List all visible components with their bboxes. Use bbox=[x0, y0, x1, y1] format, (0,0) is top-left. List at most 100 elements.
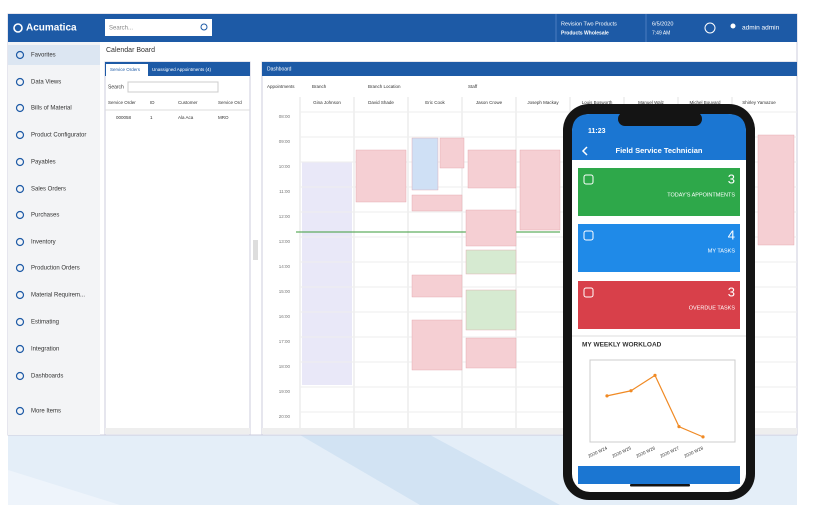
search-box[interactable] bbox=[105, 19, 212, 36]
sidebar-icon bbox=[15, 184, 25, 194]
card-value: 4 bbox=[728, 227, 735, 242]
time-label: 09:00 bbox=[279, 139, 291, 144]
card[interactable] bbox=[578, 168, 740, 216]
appointment[interactable] bbox=[467, 149, 517, 189]
card-label: MY TASKS bbox=[708, 248, 736, 254]
sidebar-icon bbox=[15, 130, 25, 140]
unavailable bbox=[302, 162, 352, 385]
sidebar-item[interactable]: Product Configurator bbox=[31, 133, 86, 139]
appointment[interactable] bbox=[465, 289, 517, 331]
staff-name: Manuel Walz bbox=[638, 100, 665, 105]
cell: 000058 bbox=[116, 115, 132, 120]
sidebar-item[interactable]: Production Orders bbox=[31, 266, 80, 272]
sidebar-item[interactable]: Estimating bbox=[31, 320, 59, 326]
appointment[interactable] bbox=[465, 249, 517, 275]
time-label: 10:00 bbox=[279, 164, 291, 169]
user-icon bbox=[730, 23, 736, 29]
staff-name: Gina Johnson bbox=[313, 100, 341, 105]
workload-point bbox=[701, 435, 705, 439]
staff-name: Shirley Yamazoe bbox=[742, 100, 776, 105]
staff-name: David Shade bbox=[368, 100, 394, 105]
card-icon bbox=[583, 230, 594, 241]
search-field[interactable] bbox=[127, 81, 219, 93]
toolbar-item[interactable]: Branch bbox=[312, 84, 327, 89]
card-icon bbox=[583, 174, 594, 185]
appointment[interactable] bbox=[411, 194, 463, 212]
sidebar-item[interactable]: Data Views bbox=[31, 80, 61, 86]
sidebar-icon bbox=[15, 344, 25, 354]
sidebar-icon bbox=[15, 406, 25, 416]
back-icon[interactable] bbox=[581, 146, 588, 156]
sidebar-icon bbox=[15, 317, 25, 327]
time-label: 12:00 bbox=[279, 214, 291, 219]
logo: Acumatica bbox=[26, 23, 77, 34]
column-header: ID bbox=[150, 100, 155, 105]
company[interactable]: Revision Two Products bbox=[561, 21, 617, 27]
search-label: Search bbox=[108, 84, 124, 90]
sidebar-icon bbox=[15, 157, 25, 167]
sidebar-item[interactable]: Sales Orders bbox=[31, 187, 66, 193]
backdrop-shape bbox=[300, 435, 560, 505]
splitter[interactable] bbox=[253, 240, 258, 260]
time-label: 18:00 bbox=[279, 364, 291, 369]
help-icon[interactable] bbox=[704, 22, 716, 34]
staff-name: Louis Bosworth bbox=[582, 100, 613, 105]
toolbar-item[interactable]: Branch Location bbox=[368, 84, 401, 89]
notch bbox=[618, 112, 702, 126]
app-title: Field Service Technician bbox=[616, 146, 703, 155]
sidebar-item[interactable]: Integration bbox=[31, 347, 59, 353]
cell: 1 bbox=[150, 115, 153, 120]
dashboard-bar bbox=[262, 62, 797, 76]
scrollbar[interactable] bbox=[262, 428, 797, 434]
scrollbar[interactable] bbox=[105, 428, 250, 434]
time-label: 14:00 bbox=[279, 264, 291, 269]
toolbar-item[interactable]: Staff bbox=[468, 84, 478, 89]
time-label: 11:00 bbox=[279, 189, 290, 194]
appointment[interactable] bbox=[439, 137, 465, 169]
sidebar-item[interactable]: More Items bbox=[31, 409, 61, 415]
staff-name: Eric Cook bbox=[425, 100, 445, 105]
staff-name: Jason Crowe bbox=[476, 100, 503, 105]
tab-active[interactable] bbox=[106, 64, 148, 76]
appointment[interactable] bbox=[465, 337, 517, 369]
appointment[interactable] bbox=[519, 149, 561, 231]
appointment[interactable] bbox=[465, 209, 517, 247]
sidebar-item[interactable]: Material Requirem... bbox=[31, 293, 85, 299]
appointment[interactable] bbox=[411, 137, 439, 191]
search-placeholder: Search... bbox=[109, 26, 133, 32]
toolbar-item[interactable]: Appointments bbox=[267, 84, 295, 89]
card[interactable] bbox=[578, 224, 740, 272]
logo-icon bbox=[13, 23, 23, 33]
page-title: Calendar Board bbox=[106, 47, 155, 54]
sidebar-item[interactable]: Favorites bbox=[31, 53, 56, 59]
time-label: 08:00 bbox=[279, 114, 291, 119]
tab[interactable]: Service Orders bbox=[110, 67, 141, 72]
sidebar-item[interactable]: Dashboards bbox=[31, 374, 63, 380]
sidebar-item[interactable]: Payables bbox=[31, 160, 56, 166]
sidebar-icon bbox=[15, 237, 25, 247]
workload-point bbox=[605, 394, 609, 398]
user[interactable]: admin admin bbox=[742, 25, 780, 32]
sidebar-item[interactable]: Bills of Material bbox=[31, 106, 72, 112]
appointment[interactable] bbox=[757, 134, 795, 246]
workload-point bbox=[677, 425, 681, 429]
sidebar-item[interactable]: Inventory bbox=[31, 240, 56, 246]
column-header: Service Order bbox=[108, 100, 136, 105]
card[interactable] bbox=[578, 281, 740, 329]
column-header: Service Ord bbox=[218, 100, 242, 105]
sidebar-icon bbox=[15, 50, 25, 60]
chart-title: MY WEEKLY WORKLOAD bbox=[582, 342, 662, 349]
bottom-button[interactable] bbox=[578, 466, 740, 484]
home-indicator bbox=[630, 484, 690, 487]
time-label: 13:00 bbox=[279, 239, 291, 244]
tab[interactable]: Unassigned Appointments (4) bbox=[152, 67, 212, 72]
sidebar-icon bbox=[15, 371, 25, 381]
sidebar-icon bbox=[15, 210, 25, 220]
sidebar-item[interactable]: Purchases bbox=[31, 213, 59, 219]
appointment[interactable] bbox=[411, 274, 463, 298]
appointment[interactable] bbox=[411, 319, 463, 371]
appointment[interactable] bbox=[355, 149, 407, 203]
date[interactable]: 6/5/2020 bbox=[652, 21, 673, 27]
backdrop-shape bbox=[8, 470, 120, 505]
